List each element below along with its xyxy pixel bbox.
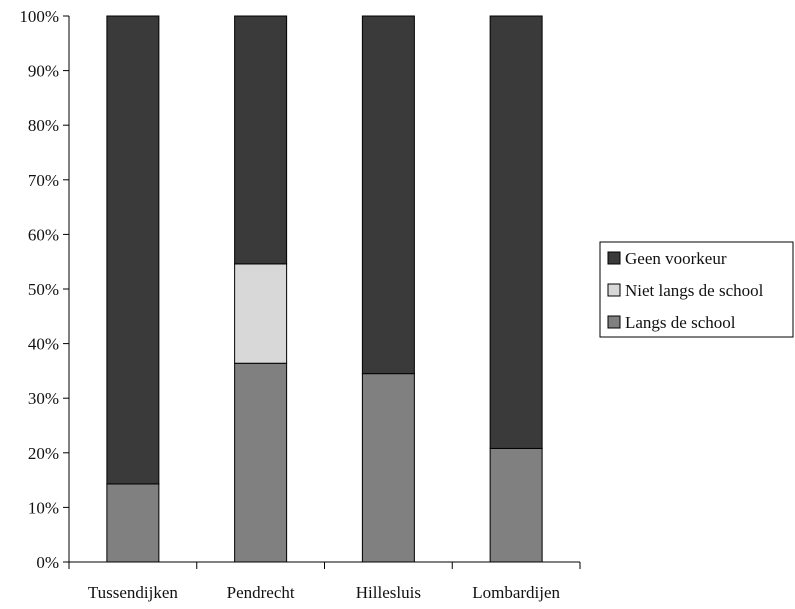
legend-swatch <box>607 251 621 265</box>
legend-label: Geen voorkeur <box>625 249 727 268</box>
bar-segment <box>489 447 543 563</box>
x-axis: Tussendijken Pendrecht Hillesluis Lombardij… <box>68 561 581 602</box>
y-axis: 0% 10% 20% 30% 40% 50% 60% 70% 80% 90% 100% <box>19 7 70 572</box>
y-tick-label: 60% <box>28 225 59 244</box>
x-tick-label: Lombardijen <box>472 583 560 602</box>
bar-segment <box>106 483 160 563</box>
legend: Geen voorkeur Niet langs de school Langs d… <box>599 241 794 338</box>
y-tick-label: 80% <box>28 116 59 135</box>
legend-label: Niet langs de school <box>625 281 764 300</box>
y-tick-label: 50% <box>28 280 59 299</box>
legend-label: Langs de school <box>625 313 736 332</box>
bar-segment <box>361 373 415 563</box>
y-tick-label: 20% <box>28 444 59 463</box>
bar-segment <box>234 362 288 563</box>
y-tick-label: 0% <box>36 553 59 572</box>
bar-segment <box>234 15 288 265</box>
legend-swatch <box>607 283 621 297</box>
bars <box>106 15 543 563</box>
y-tick-label: 40% <box>28 335 59 354</box>
x-tick-label: Hillesluis <box>356 583 421 602</box>
y-tick-label: 30% <box>28 389 59 408</box>
y-tick-label: 90% <box>28 62 59 81</box>
y-tick-label: 10% <box>28 498 59 517</box>
legend-swatch <box>607 315 621 329</box>
y-tick-label: 70% <box>28 171 59 190</box>
legend-box <box>599 241 794 338</box>
y-tick-label: 100% <box>19 7 59 26</box>
bar-segment <box>361 15 415 375</box>
bar-segment <box>234 263 288 364</box>
x-tick-label: Pendrecht <box>227 583 295 602</box>
x-tick-label: Tussendijken <box>88 583 179 602</box>
bar-segment <box>489 15 543 449</box>
bar-segment <box>106 15 160 485</box>
